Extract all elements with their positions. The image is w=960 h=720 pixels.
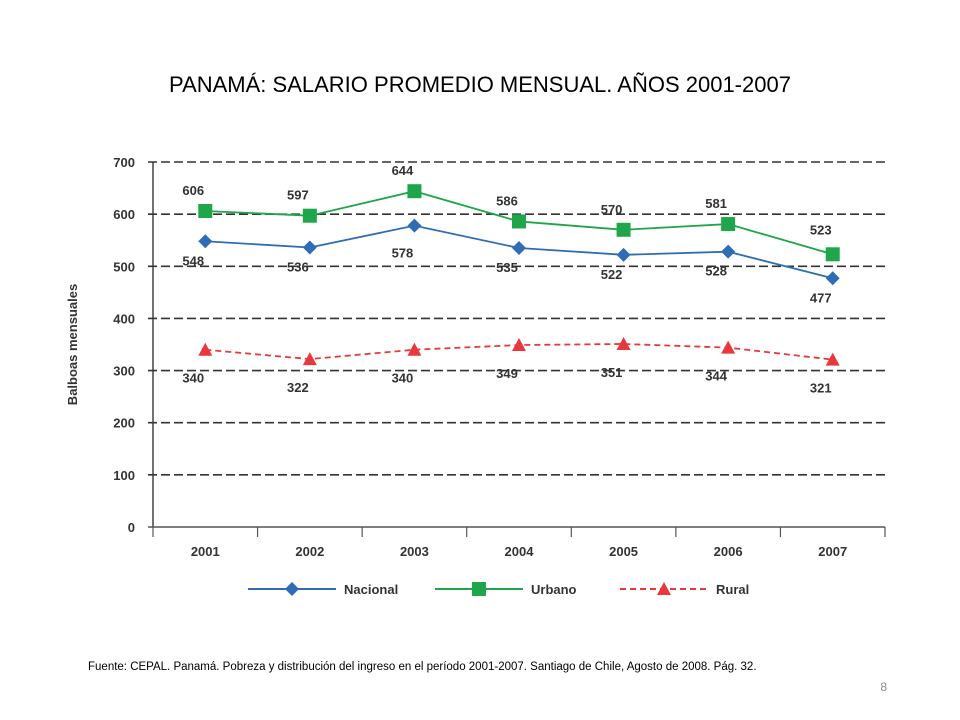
data-label-rural-2006: 344 — [705, 369, 727, 384]
x-tick-label-2001: 2001 — [191, 544, 220, 559]
data-label-rural-2007: 321 — [810, 381, 832, 396]
data-label-urbano-2003: 644 — [392, 163, 414, 178]
point-rural-2004 — [512, 338, 526, 352]
point-rural-2005 — [616, 336, 631, 350]
data-label-nacional-2002: 536 — [287, 260, 309, 275]
data-label-rural-2001: 340 — [182, 371, 204, 386]
point-nacional-2007 — [825, 271, 840, 286]
point-urbano-2002 — [302, 208, 317, 223]
x-tick-label-2007: 2007 — [818, 544, 847, 559]
point-nacional-2001 — [198, 234, 213, 249]
y-tick-label-100: 100 — [113, 468, 135, 483]
point-rural-2006 — [721, 340, 736, 354]
data-label-rural-2003: 340 — [392, 371, 414, 386]
y-tick-label-300: 300 — [113, 364, 135, 379]
data-label-urbano-2004: 586 — [496, 193, 518, 208]
point-nacional-2005 — [616, 247, 631, 262]
legend-marker-urbano — [472, 582, 486, 596]
y-tick-label-200: 200 — [113, 416, 135, 431]
data-label-urbano-2007: 523 — [810, 222, 832, 237]
point-rural-2007 — [825, 352, 840, 366]
point-rural-2003 — [407, 342, 422, 356]
point-urbano-2001 — [198, 204, 213, 219]
data-label-rural-2002: 322 — [287, 380, 309, 395]
data-label-urbano-2006: 581 — [705, 196, 727, 211]
x-tick-label-2002: 2002 — [295, 544, 324, 559]
point-urbano-2007 — [825, 247, 840, 262]
data-label-nacional-2006: 528 — [705, 264, 727, 279]
data-label-nacional-2003: 578 — [392, 246, 414, 261]
y-tick-label-700: 700 — [113, 155, 135, 170]
x-tick-label-2005: 2005 — [609, 544, 638, 559]
y-axis-label: Balboas mensuales — [65, 284, 80, 405]
data-label-urbano-2002: 597 — [287, 188, 309, 203]
legend-marker-rural — [657, 582, 671, 595]
legend-marker-nacional — [285, 582, 299, 596]
point-urbano-2005 — [616, 222, 631, 237]
data-label-urbano-2001: 606 — [182, 183, 204, 198]
data-label-nacional-2004: 535 — [496, 260, 518, 275]
x-tick-label-2004: 2004 — [505, 544, 535, 559]
point-rural-2002 — [302, 352, 317, 366]
source-note: Fuente: CEPAL. Panamá. Pobreza y distrib… — [88, 661, 757, 673]
data-label-rural-2004: 349 — [496, 366, 518, 381]
legend-label-urbano: Urbano — [531, 582, 577, 597]
page-number: 8 — [880, 680, 887, 694]
point-nacional-2004 — [512, 241, 526, 256]
x-tick-label-2003: 2003 — [400, 544, 429, 559]
point-urbano-2004 — [512, 214, 526, 229]
point-nacional-2002 — [302, 240, 317, 255]
data-label-nacional-2007: 477 — [810, 290, 832, 305]
point-urbano-2006 — [721, 217, 736, 232]
point-rural-2001 — [198, 342, 213, 356]
legend-label-nacional: Nacional — [344, 582, 398, 597]
x-tick-label-2006: 2006 — [714, 544, 743, 559]
data-label-nacional-2005: 522 — [601, 267, 623, 282]
data-label-rural-2005: 351 — [601, 365, 623, 380]
legend-label-rural: Rural — [716, 582, 749, 597]
y-tick-label-500: 500 — [113, 259, 135, 274]
y-tick-label-0: 0 — [128, 520, 135, 535]
y-tick-label-400: 400 — [113, 311, 135, 326]
point-nacional-2003 — [407, 218, 422, 233]
point-nacional-2006 — [721, 244, 736, 259]
slide-title: PANAMÁ: SALARIO PROMEDIO MENSUAL. AÑOS 2… — [169, 72, 791, 97]
data-label-urbano-2005: 570 — [601, 202, 623, 217]
y-tick-label-600: 600 — [113, 207, 135, 222]
point-urbano-2003 — [407, 184, 422, 199]
line-chart: 0 100 200 300 400 500 600 700 2001 2002 2003 2004 20… — [65, 155, 886, 597]
data-label-nacional-2001: 548 — [182, 253, 204, 268]
